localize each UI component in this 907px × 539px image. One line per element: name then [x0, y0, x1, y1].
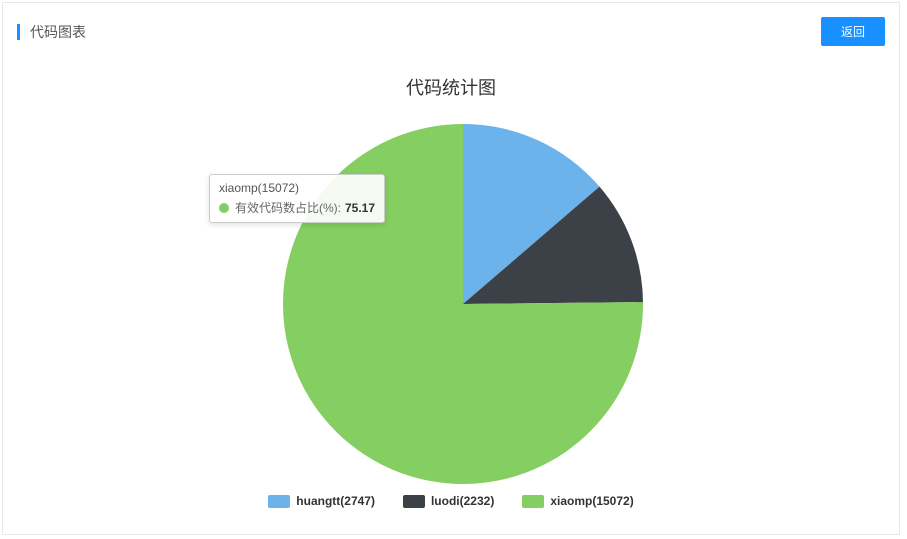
- legend-item-huangtt[interactable]: huangtt(2747): [268, 494, 375, 508]
- title-wrap: 代码图表: [17, 22, 86, 42]
- legend-swatch-icon: [268, 495, 290, 508]
- panel: 代码图表 返回 代码统计图 xiaomp(15072) 有效代码数占比(%): …: [2, 2, 900, 535]
- tooltip-metric-label: 有效代码数占比(%):: [235, 199, 341, 216]
- tooltip-row: 有效代码数占比(%): 75.17: [219, 199, 375, 216]
- chart-tooltip: xiaomp(15072) 有效代码数占比(%): 75.17: [209, 174, 385, 223]
- legend-item-xiaomp[interactable]: xiaomp(15072): [522, 494, 633, 508]
- legend-label: huangtt(2747): [296, 494, 375, 508]
- page-title: 代码图表: [30, 22, 86, 42]
- chart-area: xiaomp(15072) 有效代码数占比(%): 75.17: [3, 114, 899, 494]
- return-button[interactable]: 返回: [821, 17, 885, 46]
- legend-swatch-icon: [522, 495, 544, 508]
- header: 代码图表 返回: [3, 3, 899, 46]
- title-accent-bar: [17, 24, 20, 40]
- legend-label: xiaomp(15072): [550, 494, 633, 508]
- tooltip-series-label: xiaomp(15072): [219, 181, 375, 195]
- pie-chart: [3, 114, 901, 494]
- chart-legend: huangtt(2747) luodi(2232) xiaomp(15072): [3, 494, 899, 508]
- chart-title: 代码统计图: [3, 74, 899, 100]
- tooltip-value: 75.17: [345, 201, 375, 215]
- tooltip-dot-icon: [219, 203, 229, 213]
- legend-label: luodi(2232): [431, 494, 494, 508]
- legend-swatch-icon: [403, 495, 425, 508]
- legend-item-luodi[interactable]: luodi(2232): [403, 494, 494, 508]
